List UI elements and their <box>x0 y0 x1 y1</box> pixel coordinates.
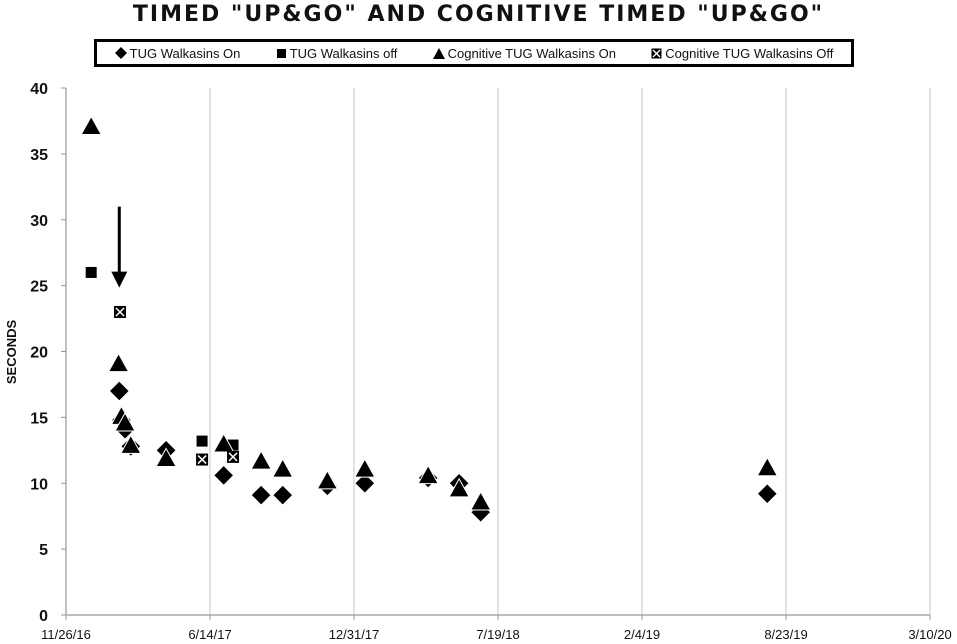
boxed-x-marker-icon <box>651 48 662 58</box>
axes <box>61 87 931 620</box>
y-tick-label: 35 <box>30 147 48 164</box>
x-tick-label: 3/10/20 <box>908 627 951 642</box>
legend-label-cog-on: Cognitive TUG Walkasins On <box>447 45 616 61</box>
tick-labels: 11/26/16 6/14/17 12/31/17 7/19/18 2/4/19 8/23… <box>30 81 951 642</box>
data-point-cog-on <box>114 411 136 432</box>
data-point-tug-off <box>195 434 209 448</box>
x-tick-label: 8/23/19 <box>764 627 807 642</box>
data-point-cog-on <box>756 456 779 477</box>
data-point-cog-on <box>212 433 235 453</box>
legend-item-cog-off: Cognitive TUG Walkasins Off <box>651 46 833 61</box>
legend: TUG Walkasins On TUG Walkasins off Cogni… <box>94 39 854 67</box>
square-marker-icon <box>276 48 286 58</box>
data-point-tug-on <box>250 484 272 506</box>
data-point-cog-off <box>227 450 240 463</box>
legend-label-tug-on: TUG Walkasins On <box>129 45 241 61</box>
grid-lines <box>209 88 931 615</box>
y-tick-label: 0 <box>39 608 48 625</box>
legend-item-tug-on: TUG Walkasins On <box>114 45 241 61</box>
data-point-cog-on <box>155 447 177 468</box>
y-tick-label: 25 <box>30 279 48 296</box>
data-point-tug-off <box>84 265 98 279</box>
data-point-tug-on <box>272 484 294 506</box>
data-point-cog-on <box>417 464 440 485</box>
data-point-cog-on <box>448 477 470 498</box>
data-point-tug-on <box>212 464 235 487</box>
y-tick-label: 30 <box>30 213 48 230</box>
x-tick-label: 6/14/17 <box>188 627 231 642</box>
arrow-head-icon <box>111 271 128 288</box>
data-points <box>80 115 779 523</box>
legend-item-cog-on: Cognitive TUG Walkasins On <box>432 45 616 61</box>
data-point-cog-off <box>196 453 209 466</box>
data-point-cog-on <box>271 458 294 478</box>
annotations <box>111 206 128 288</box>
boxed-x-marker-stroke <box>228 452 238 462</box>
diamond-marker-icon <box>114 47 127 59</box>
y-tick-label: 5 <box>39 542 48 559</box>
y-tick-label: 20 <box>30 345 48 362</box>
y-tick-label: 15 <box>30 410 48 427</box>
boxed-x-marker-stroke <box>115 307 125 317</box>
data-point-cog-on <box>119 434 142 454</box>
boxed-x-marker-stroke <box>197 455 207 465</box>
data-point-cog-on <box>316 469 339 490</box>
data-point-tug-on <box>756 483 778 505</box>
data-point-cog-off <box>114 305 126 318</box>
data-point-cog-on <box>80 115 103 136</box>
chart-title: TIMED "UP&GO" AND COGNITIVE TIMED "UP&GO… <box>132 2 825 27</box>
data-point-cog-on <box>469 490 492 511</box>
data-point-cog-on <box>250 450 272 470</box>
y-axis-label: SECONDS <box>4 320 19 385</box>
data-point-cog-on <box>353 458 376 478</box>
data-point-tug-on <box>108 380 130 402</box>
x-tick-label: 12/31/17 <box>329 627 380 642</box>
legend-label-cog-off: Cognitive TUG Walkasins Off <box>665 45 834 61</box>
x-tick-label: 2/4/19 <box>624 627 660 642</box>
triangle-marker-icon <box>432 47 445 59</box>
data-point-tug-on <box>354 472 376 494</box>
legend-item-tug-off: TUG Walkasins off <box>276 45 398 61</box>
y-tick-label: 10 <box>30 476 48 493</box>
x-tick-label: 11/26/16 <box>41 627 91 642</box>
x-tick-label: 7/19/18 <box>476 627 519 642</box>
y-tick-label: 40 <box>30 81 48 98</box>
data-point-cog-on <box>107 352 130 373</box>
legend-label-tug-off: TUG Walkasins off <box>289 45 398 61</box>
